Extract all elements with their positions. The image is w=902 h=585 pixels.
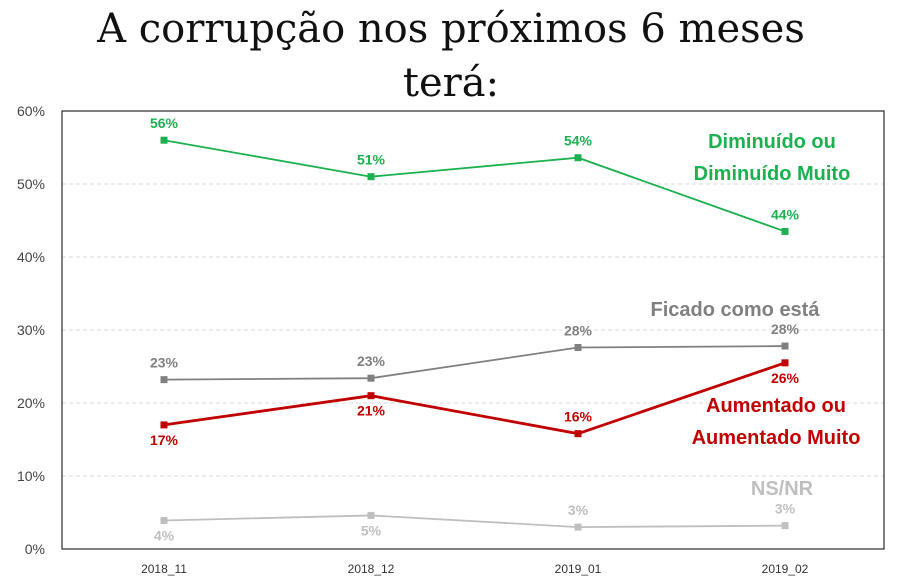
series-name-label: Diminuído Muito: [694, 163, 851, 185]
series-nsnr: 4% 5%3% 3%NS/NR: [154, 478, 814, 544]
data-point: [574, 344, 582, 352]
series-line: [163, 345, 786, 381]
series-name-label: NS/NR: [751, 478, 814, 500]
data-point: [160, 517, 168, 525]
data-label: 23%: [150, 355, 179, 371]
data-point: [160, 421, 168, 429]
data-label: 51%: [357, 152, 386, 168]
data-point: [574, 154, 582, 162]
y-tick-label: 0%: [25, 541, 45, 557]
data-label: 3%: [775, 501, 796, 517]
data-point: [781, 359, 789, 367]
series-ficado: 23% 23%28% 28%Ficado como está: [150, 299, 821, 384]
plot-frame: [61, 110, 885, 550]
data-point: [367, 511, 375, 519]
y-tick-label: 20%: [17, 395, 45, 411]
data-label: 28%: [564, 323, 593, 339]
data-point: [160, 376, 168, 384]
series-line: [163, 361, 786, 436]
series-name-label: Diminuído ou: [708, 131, 836, 153]
series-name-label: Aumentado ou: [706, 395, 846, 417]
series-line: [163, 514, 786, 529]
series-diminuido: 56% 51% 54% 44% Diminuído ou Diminuído Muito: [150, 115, 850, 235]
data-label: 17%: [150, 432, 179, 448]
chart-title-line-2: terá:: [402, 60, 500, 106]
x-tick-label: 2018_12: [348, 562, 395, 576]
chart-title: A corrupção nos próximos 6 meses terá:: [0, 2, 902, 110]
data-point: [160, 136, 168, 144]
data-point: [367, 173, 375, 181]
series-name-label: Ficado como está: [651, 299, 821, 321]
y-tick-label: 10%: [17, 468, 45, 484]
series-line: [163, 139, 786, 233]
data-label: 44%: [771, 206, 800, 222]
series-name-label: Aumentado Muito: [692, 427, 861, 449]
x-tick-label: 2018_11: [141, 562, 187, 576]
data-point: [367, 374, 375, 382]
x-tick-label: 2019_01: [555, 562, 602, 576]
data-point: [574, 523, 582, 531]
data-point: [367, 392, 375, 400]
data-label: 26%: [771, 370, 800, 386]
x-tick-label: 2019_02: [762, 562, 809, 576]
data-label: 3%: [568, 502, 589, 518]
data-point: [781, 522, 789, 530]
data-label: 5%: [361, 522, 382, 538]
data-label: 16%: [564, 409, 593, 425]
y-tick-label: 50%: [17, 176, 45, 192]
series-aumentado: 17% 21% 16% 26% Aumentado ou Aumentado Muito: [150, 359, 860, 449]
data-label: 54%: [564, 133, 593, 149]
data-label: 4%: [154, 528, 175, 544]
data-label: 28%: [771, 321, 800, 337]
data-label: 23%: [357, 353, 386, 369]
data-point: [781, 342, 789, 350]
y-tick-label: 30%: [17, 322, 45, 338]
chart-title-line-1: A corrupção nos próximos 6 meses: [97, 6, 805, 52]
data-label: 21%: [357, 403, 386, 419]
data-point: [781, 227, 789, 235]
data-label: 56%: [150, 115, 179, 131]
y-tick-label: 40%: [17, 249, 45, 265]
data-point: [574, 430, 582, 438]
y-tick-label: 60%: [17, 103, 45, 119]
